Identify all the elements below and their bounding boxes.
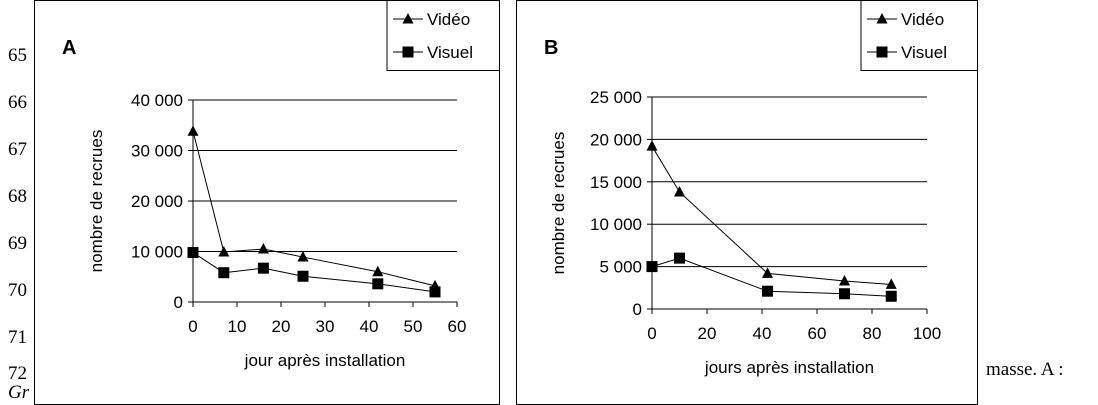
legend-box <box>860 0 978 71</box>
x-tick-label: 50 <box>404 317 423 336</box>
line-number: 65 <box>8 45 27 66</box>
legend-label: Visuel <box>901 43 947 62</box>
y-tick-label: 20 000 <box>590 130 642 149</box>
data-point <box>646 140 658 151</box>
x-tick-label: 30 <box>316 317 335 336</box>
legend-label: Vidéo <box>427 10 470 29</box>
y-tick-label: 20 000 <box>131 192 183 211</box>
line-number: 66 <box>8 92 27 113</box>
y-tick-label: 15 000 <box>590 173 642 192</box>
line-number: 68 <box>8 186 27 207</box>
caption-fragment: masse. A : <box>986 359 1064 380</box>
chart-a: A 0 10 000 20 000 30 000 40 000 0 10 20 30 40 50 60 j… <box>34 0 500 405</box>
data-point <box>674 252 685 264</box>
data-point <box>372 265 384 277</box>
data-point <box>218 246 230 257</box>
data-point <box>762 285 773 297</box>
data-point <box>218 267 230 279</box>
legend-box <box>386 0 500 71</box>
data-point <box>429 286 441 298</box>
x-tick-label: 60 <box>808 324 827 343</box>
panel-label: A <box>62 37 76 59</box>
caption-fragment: Gr <box>8 382 30 403</box>
y-tick-label: 25 000 <box>590 88 642 107</box>
x-tick-label: 10 <box>228 317 247 336</box>
data-point <box>187 247 199 259</box>
x-tick-label: 20 <box>272 317 291 336</box>
line-number: 72 <box>8 363 27 384</box>
x-axis-label: jours après installation <box>704 358 874 377</box>
y-axis-label: nombre de recrues <box>549 132 568 275</box>
line-number: 70 <box>8 280 27 301</box>
line-numbers: 65 66 67 68 69 70 71 72 <box>0 0 40 405</box>
data-point <box>257 242 269 254</box>
data-point <box>674 185 685 197</box>
y-tick-label: 30 000 <box>131 142 183 161</box>
legend-marker <box>876 13 888 24</box>
y-tick-label: 10 000 <box>131 243 183 262</box>
y-tick-label: 10 000 <box>590 215 642 234</box>
data-point <box>187 125 199 136</box>
legend-label: Vidéo <box>901 10 944 29</box>
data-point <box>297 270 309 282</box>
x-axis-label: jour après installation <box>244 351 406 370</box>
data-point <box>646 261 658 273</box>
y-tick-label: 40 000 <box>131 91 183 110</box>
data-point <box>839 275 850 286</box>
line-number: 69 <box>8 233 27 254</box>
x-tick-label: 40 <box>753 324 772 343</box>
legend-marker <box>876 46 888 58</box>
data-point <box>885 278 897 289</box>
x-tick-label: 0 <box>188 317 197 336</box>
legend-marker <box>402 46 414 58</box>
x-tick-label: 40 <box>360 317 379 336</box>
chart-b: B 0 5 000 10 000 15 000 20 000 25 000 0 20 40 60 80… <box>516 0 978 405</box>
panel-label: B <box>544 37 558 59</box>
line-number: 71 <box>8 327 27 348</box>
data-point <box>297 251 309 262</box>
x-tick-label: 100 <box>913 324 941 343</box>
y-tick-label: 0 <box>174 293 183 312</box>
x-tick-label: 60 <box>448 317 467 336</box>
legend-label: Visuel <box>427 43 473 62</box>
x-tick-label: 80 <box>863 324 882 343</box>
data-point <box>839 288 850 300</box>
legend-marker <box>402 13 414 24</box>
series-line <box>192 131 436 287</box>
x-tick-label: 0 <box>647 324 656 343</box>
data-point <box>762 267 773 278</box>
y-tick-label: 5 000 <box>599 258 642 277</box>
y-tick-label: 0 <box>633 300 642 319</box>
data-point <box>885 290 897 302</box>
line-number: 67 <box>8 139 27 160</box>
data-point <box>372 278 384 290</box>
data-point <box>257 262 269 274</box>
x-tick-label: 20 <box>698 324 717 343</box>
y-axis-label: nombre de recrues <box>87 130 106 273</box>
